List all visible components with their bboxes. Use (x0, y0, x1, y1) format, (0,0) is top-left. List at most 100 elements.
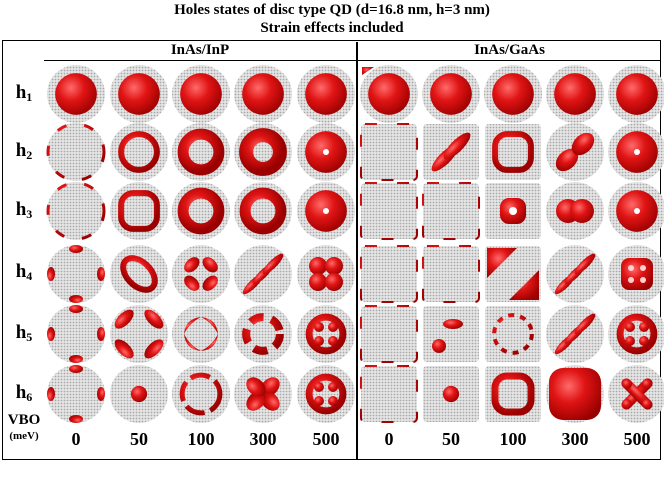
vbo-value: 100 (499, 429, 527, 449)
state-density (309, 273, 327, 291)
state-cell (172, 365, 230, 423)
state-cell (110, 123, 168, 181)
state-cell (423, 124, 479, 180)
state-density (200, 317, 218, 335)
state-density (622, 399, 632, 409)
state-density (184, 275, 200, 291)
state-density (239, 128, 287, 176)
row-label-h3: h3 (6, 199, 42, 222)
state-density (574, 313, 596, 335)
row-label-h4-index: 4 (26, 269, 33, 283)
substrate (423, 306, 479, 362)
state-cell (360, 65, 418, 123)
substrate (361, 124, 417, 180)
state-cell (485, 183, 541, 239)
state-density (239, 187, 287, 235)
substrate (47, 182, 105, 240)
state-cell (608, 65, 664, 123)
state-density (177, 128, 225, 176)
substrate (423, 183, 479, 239)
state-cell (484, 65, 542, 123)
state-density (642, 379, 652, 389)
state-density (97, 387, 105, 401)
state-cell (608, 365, 664, 423)
state-density (120, 255, 158, 293)
state-density (360, 245, 418, 303)
state-cell (608, 245, 664, 303)
state-cell (360, 245, 418, 303)
substrate (110, 245, 168, 303)
row-label-h2-text: h (15, 140, 27, 161)
substrate (47, 365, 105, 423)
state-hole (640, 265, 646, 271)
state-cell (234, 365, 292, 423)
state-density (554, 73, 596, 115)
state-density (184, 333, 202, 351)
state-density (360, 365, 418, 423)
state-density (97, 267, 105, 281)
state-density (570, 199, 594, 223)
state-cell (110, 365, 168, 423)
header-rule (44, 60, 660, 62)
state-density (305, 373, 347, 415)
row-label-h5-text: h (15, 322, 27, 343)
state-density (571, 132, 595, 156)
substrate (47, 123, 105, 181)
state-density (46, 181, 106, 241)
state-density (180, 73, 222, 115)
state-density (360, 182, 418, 240)
substrate (47, 245, 105, 303)
state-cell (234, 245, 292, 303)
vbo-value: 300 (249, 429, 277, 449)
state-cell (234, 123, 292, 181)
state-density (443, 319, 463, 329)
figure-frame (2, 40, 661, 460)
state-cell (360, 123, 418, 181)
row-label-h4-text: h (15, 261, 27, 282)
state-cell (423, 366, 479, 422)
state-cell (546, 305, 604, 363)
state-density (305, 313, 347, 355)
state-density (325, 257, 343, 275)
state-cell (297, 182, 355, 240)
state-density (422, 182, 480, 240)
state-density (177, 187, 225, 235)
state-cell (422, 245, 480, 303)
substrate (361, 366, 417, 422)
state-density (443, 132, 471, 160)
state-density (314, 396, 324, 406)
state-density (360, 123, 418, 181)
row-label-h1: h1 (6, 82, 42, 105)
state-density (422, 245, 480, 303)
state-cell (297, 305, 355, 363)
state-cell (297, 123, 355, 181)
state-hole (628, 277, 634, 283)
state-density (184, 257, 200, 273)
state-density (55, 73, 97, 115)
state-cell (47, 365, 105, 423)
state-density (130, 385, 148, 403)
state-density (314, 336, 324, 346)
row-label-h3-index: 3 (26, 207, 33, 221)
state-cell (360, 365, 418, 423)
state-density (144, 309, 164, 329)
state-density (46, 122, 106, 182)
state-cell (546, 182, 604, 240)
row-label-h1-text: h (15, 82, 27, 103)
state-density (328, 336, 338, 346)
state-density (639, 336, 649, 346)
row-label-h6-text: h (15, 382, 27, 403)
state-cell (485, 246, 541, 302)
state-density (246, 377, 266, 397)
state-cell (47, 245, 105, 303)
vbo-value: 0 (384, 429, 394, 449)
vbo-value: 500 (623, 429, 651, 449)
state-cell (360, 182, 418, 240)
substrate (423, 246, 479, 302)
substrate (297, 245, 355, 303)
substrate (172, 305, 230, 363)
state-cell (546, 123, 604, 181)
state-hole (509, 207, 517, 215)
state-cell (47, 305, 105, 363)
state-density (314, 322, 324, 332)
